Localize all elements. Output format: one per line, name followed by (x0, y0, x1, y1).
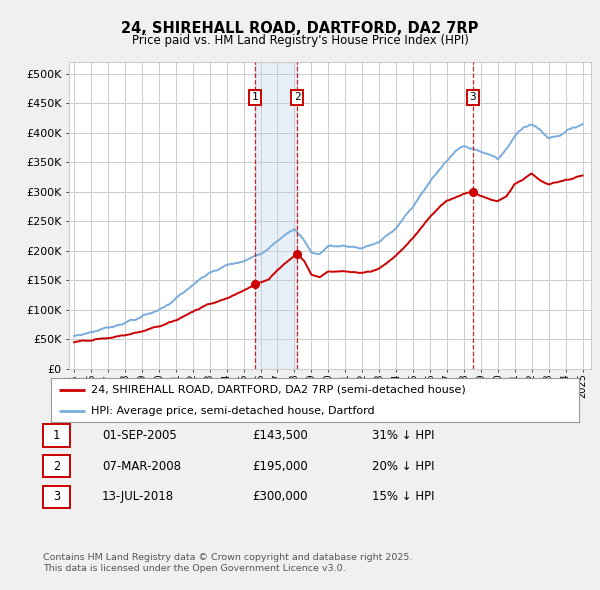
Text: 20% ↓ HPI: 20% ↓ HPI (372, 460, 434, 473)
Text: 24, SHIREHALL ROAD, DARTFORD, DA2 7RP (semi-detached house): 24, SHIREHALL ROAD, DARTFORD, DA2 7RP (s… (91, 385, 466, 395)
Text: 01-SEP-2005: 01-SEP-2005 (102, 429, 177, 442)
Text: 3: 3 (469, 93, 476, 102)
Text: £195,000: £195,000 (252, 460, 308, 473)
Text: 2: 2 (294, 93, 301, 102)
Text: 15% ↓ HPI: 15% ↓ HPI (372, 490, 434, 503)
Text: 31% ↓ HPI: 31% ↓ HPI (372, 429, 434, 442)
Text: £300,000: £300,000 (252, 490, 308, 503)
Text: This data is licensed under the Open Government Licence v3.0.: This data is licensed under the Open Gov… (43, 565, 346, 573)
Text: 3: 3 (53, 490, 60, 503)
Text: 13-JUL-2018: 13-JUL-2018 (102, 490, 174, 503)
Text: 2: 2 (53, 460, 60, 473)
Text: 1: 1 (251, 93, 258, 102)
Text: Contains HM Land Registry data © Crown copyright and database right 2025.: Contains HM Land Registry data © Crown c… (43, 553, 413, 562)
Text: £143,500: £143,500 (252, 429, 308, 442)
Text: HPI: Average price, semi-detached house, Dartford: HPI: Average price, semi-detached house,… (91, 406, 374, 416)
Text: 24, SHIREHALL ROAD, DARTFORD, DA2 7RP: 24, SHIREHALL ROAD, DARTFORD, DA2 7RP (121, 21, 479, 35)
Text: 1: 1 (53, 429, 60, 442)
Bar (255, 62, 297, 369)
Text: 07-MAR-2008: 07-MAR-2008 (102, 460, 181, 473)
Text: Price paid vs. HM Land Registry's House Price Index (HPI): Price paid vs. HM Land Registry's House … (131, 34, 469, 47)
